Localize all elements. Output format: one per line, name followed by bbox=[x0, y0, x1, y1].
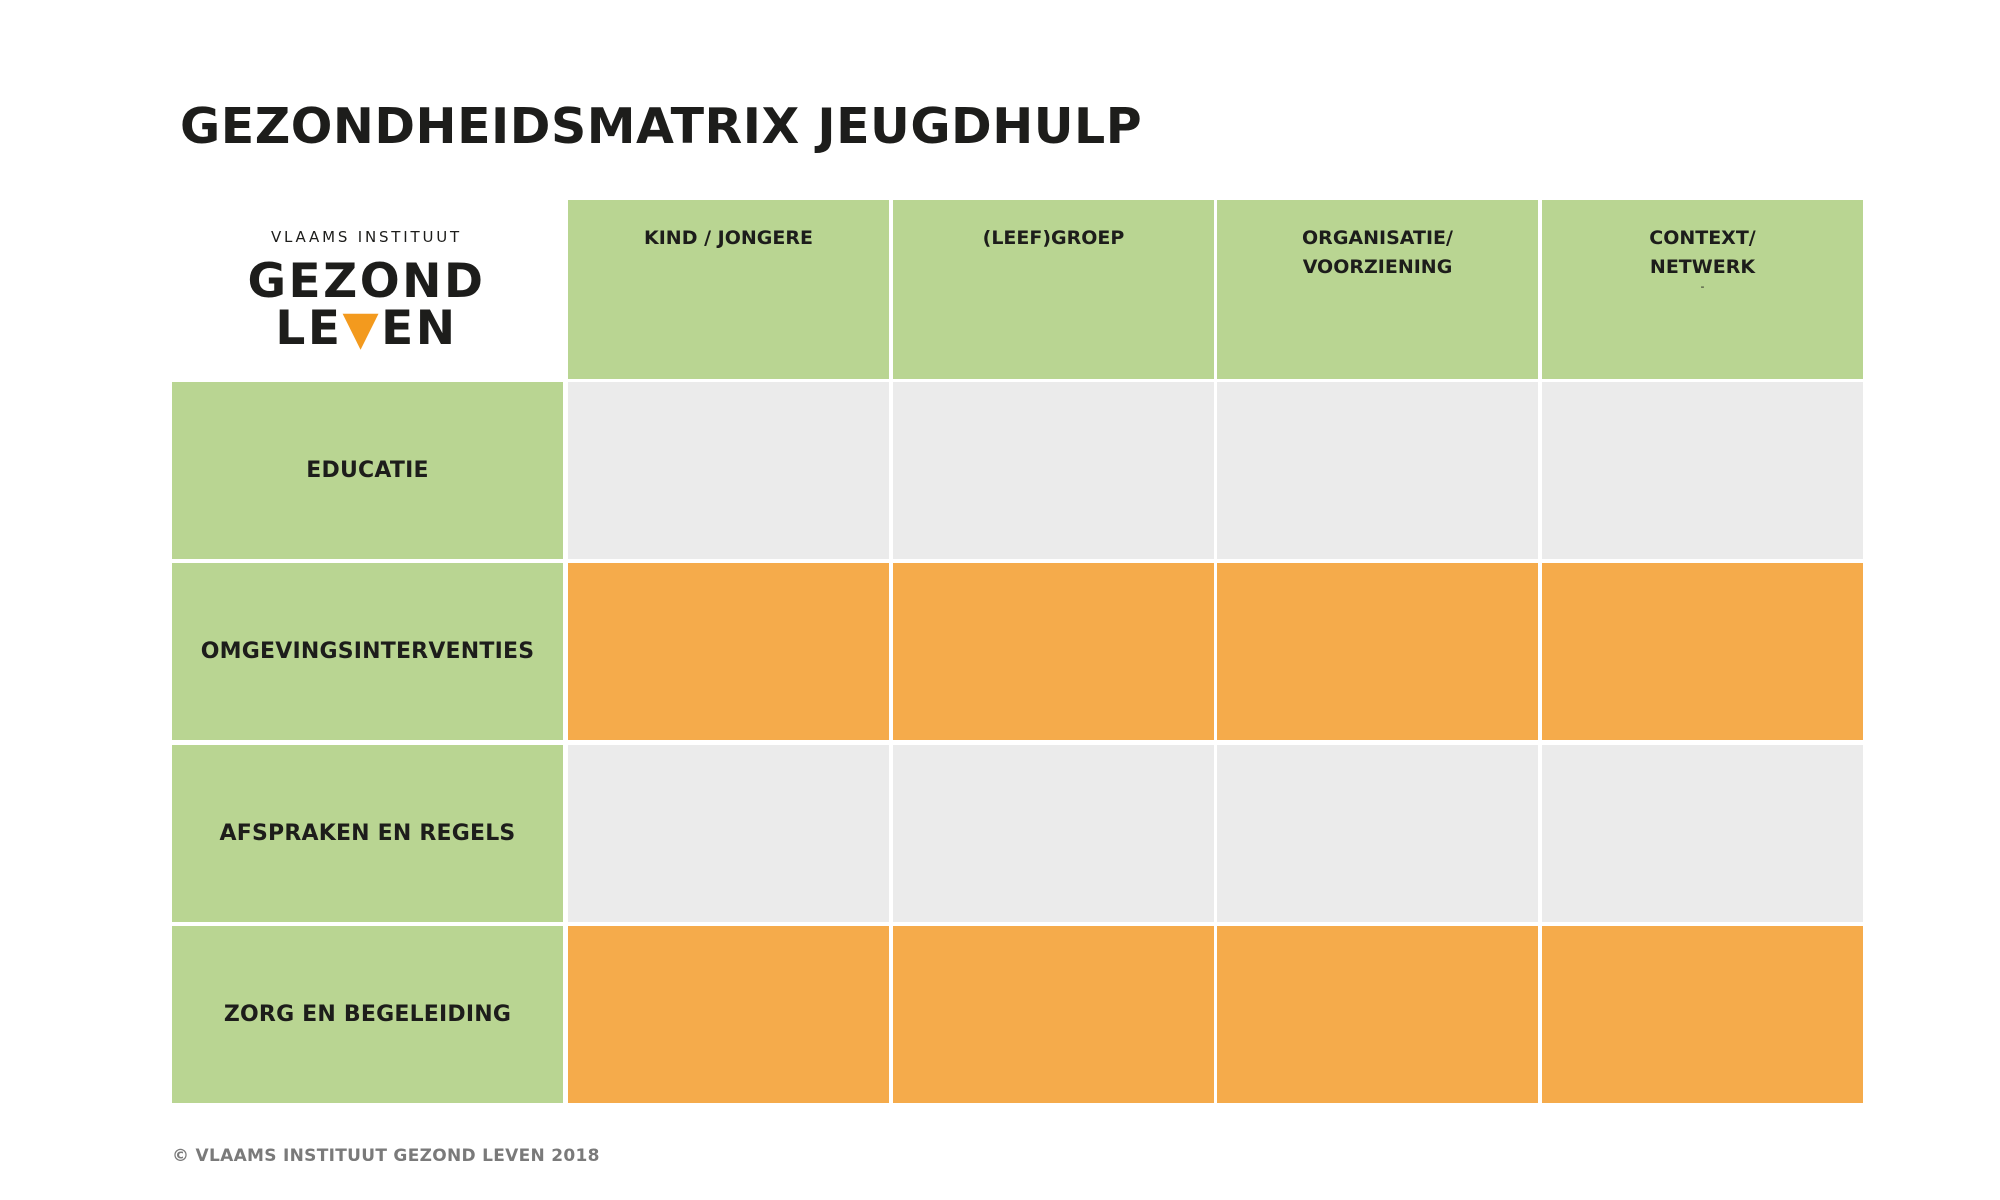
column-header-1: KIND / JONGERE bbox=[568, 200, 889, 379]
logo-line-1: GEZOND bbox=[247, 254, 486, 309]
copyright-footer: © VLAAMS INSTITUUT GEZOND LEVEN 2018 bbox=[172, 1146, 600, 1166]
matrix-cell bbox=[568, 745, 889, 922]
row-header-4: ZORG EN BEGELEIDING bbox=[172, 926, 563, 1103]
row-header-label: OMGEVINGSINTERVENTIES bbox=[200, 639, 535, 664]
logo-line-2-start: LE bbox=[275, 301, 343, 356]
matrix-cell bbox=[568, 926, 889, 1103]
column-header-4: CONTEXT/ NETWERK - bbox=[1542, 200, 1863, 379]
triangle-icon: ▼ bbox=[342, 301, 382, 356]
matrix-cell bbox=[893, 926, 1214, 1103]
column-header-extra: - bbox=[1700, 280, 1705, 293]
column-header-label: (LEEF)GROEP bbox=[982, 227, 1125, 249]
row-header-3: AFSPRAKEN EN REGELS bbox=[172, 745, 563, 922]
logo-subtitle: VLAAMS INSTITUUT bbox=[271, 228, 462, 246]
matrix-cell bbox=[1542, 382, 1863, 559]
column-header-3: ORGANISATIE/ VOORZIENING bbox=[1217, 200, 1538, 379]
logo-line-2-end: EN bbox=[381, 301, 458, 356]
row-header-2: OMGEVINGSINTERVENTIES bbox=[172, 563, 563, 740]
matrix-cell bbox=[568, 563, 889, 740]
logo-line-2: LE▼EN bbox=[172, 305, 561, 352]
column-header-label: KIND / JONGERE bbox=[644, 227, 813, 249]
matrix-cell bbox=[568, 382, 889, 559]
matrix-cell bbox=[1542, 926, 1863, 1103]
page-title: GEZONDHEIDSMATRIX JEUGDHULP bbox=[180, 98, 1143, 155]
matrix-cell bbox=[893, 382, 1214, 559]
matrix-cell bbox=[893, 745, 1214, 922]
column-header-2: (LEEF)GROEP bbox=[893, 200, 1214, 379]
logo: VLAAMS INSTITUUT GEZOND LE▼EN bbox=[172, 200, 561, 378]
column-header-label: CONTEXT/ NETWERK bbox=[1649, 227, 1756, 278]
row-header-label: AFSPRAKEN EN REGELS bbox=[219, 821, 516, 846]
row-header-label: ZORG EN BEGELEIDING bbox=[223, 1002, 512, 1027]
matrix-cell bbox=[1217, 563, 1538, 740]
row-header-label: EDUCATIE bbox=[306, 458, 429, 483]
matrix-cell bbox=[1542, 563, 1863, 740]
matrix-cell bbox=[1217, 926, 1538, 1103]
matrix-cell bbox=[1217, 382, 1538, 559]
row-header-1: EDUCATIE bbox=[172, 382, 563, 559]
matrix-cell bbox=[1217, 745, 1538, 922]
column-header-label: ORGANISATIE/ VOORZIENING bbox=[1302, 227, 1453, 278]
matrix-cell bbox=[1542, 745, 1863, 922]
matrix-cell bbox=[893, 563, 1214, 740]
